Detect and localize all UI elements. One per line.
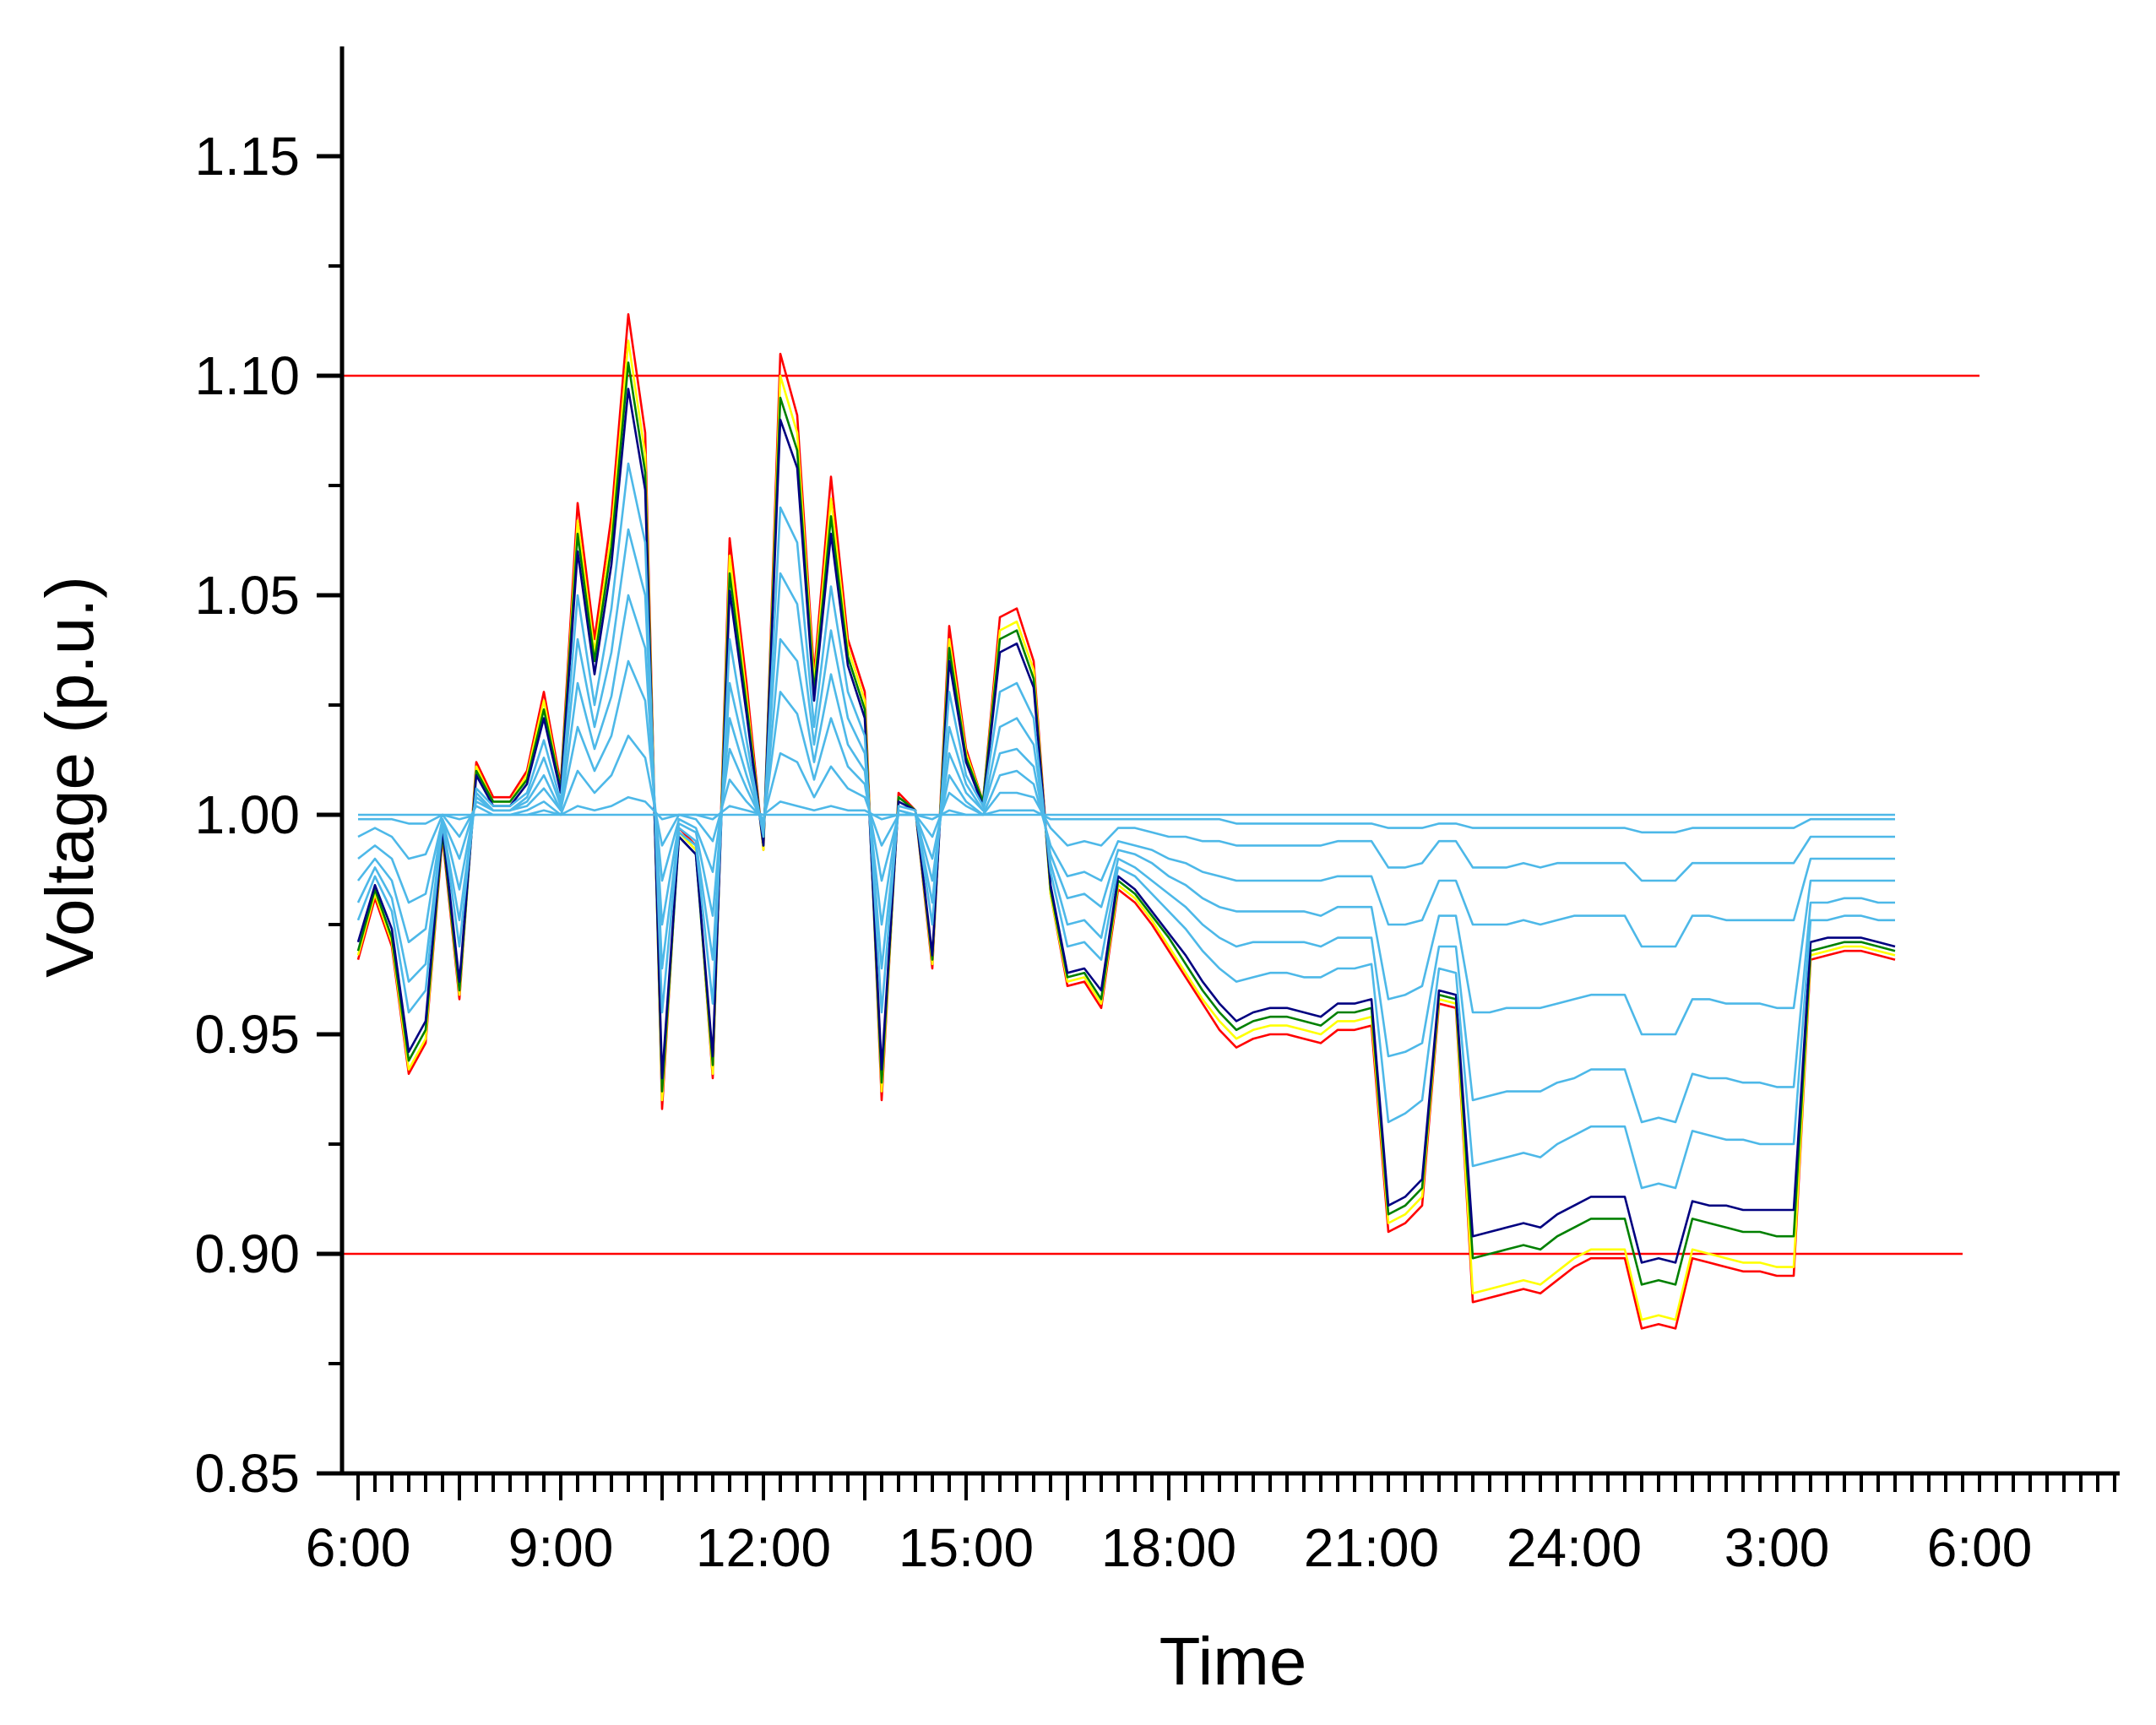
x-tick-label: 21:00	[1304, 1517, 1439, 1578]
series-line-1	[356, 312, 1896, 1330]
series-group	[356, 312, 1896, 1330]
labels: 0.85 0.90 0.95 1.00 1.05 1.10 1.15 6:00 9:00 12:0…	[194, 126, 2032, 1578]
x-tick-label: 3:00	[1724, 1517, 1830, 1578]
y-tick-label: 1.15	[194, 126, 300, 187]
x-axis-title: Time	[1159, 1624, 1307, 1699]
series-line-7	[356, 594, 1895, 1036]
series-line-10	[358, 795, 1895, 834]
axes	[339, 46, 2120, 1476]
limit-lines	[342, 374, 1980, 1256]
y-tick-label: 1.05	[194, 565, 300, 626]
series-line-8	[357, 659, 1895, 948]
y-tick-label: 1.10	[194, 345, 300, 406]
x-tick-label: 6:00	[1927, 1517, 2033, 1578]
x-tick-label: 9:00	[508, 1517, 614, 1578]
y-axis-title: Voltage (p.u.)	[32, 576, 107, 978]
series-line-2	[356, 339, 1896, 1321]
series-line-4	[356, 388, 1896, 1264]
x-tick-label: 6:00	[306, 1517, 411, 1578]
y-tick-label: 0.85	[194, 1443, 300, 1504]
series-line-9	[357, 735, 1895, 882]
x-tick-label: 12:00	[696, 1517, 831, 1578]
series-line-5	[356, 462, 1895, 1190]
x-tick-label: 15:00	[899, 1517, 1034, 1578]
ticks	[317, 154, 2116, 1500]
series-line-3	[356, 361, 1896, 1286]
series-line-6	[356, 528, 1895, 1124]
y-tick-label: 0.90	[194, 1223, 300, 1284]
x-tick-label: 18:00	[1101, 1517, 1236, 1578]
y-tick-label: 0.95	[194, 1004, 300, 1065]
x-tick-label: 24:00	[1507, 1517, 1642, 1578]
y-tick-label: 1.00	[194, 784, 300, 845]
